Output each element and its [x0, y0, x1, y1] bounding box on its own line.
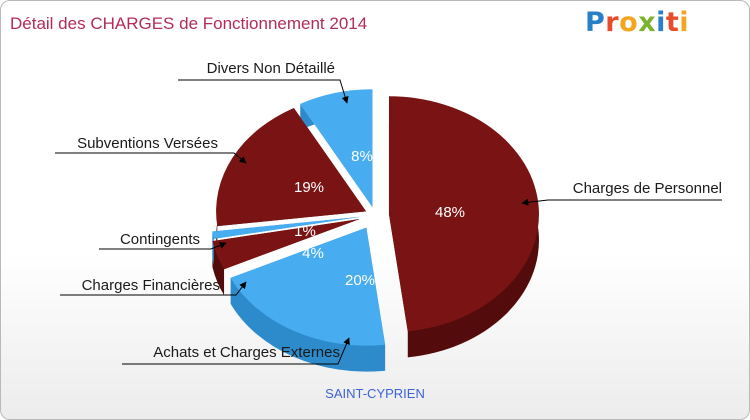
chart-title: Détail des CHARGES de Fonctionnement 201… — [10, 14, 368, 33]
pie-slice-achats-et-charges-externes — [230, 227, 386, 346]
slice-percent-label: 20% — [345, 272, 375, 289]
slice-category-label: Contingents — [120, 231, 200, 248]
callout-arrow — [99, 242, 227, 250]
pie-slice-subventions-vers-es — [216, 107, 367, 227]
pie-slice-contingents — [212, 216, 362, 239]
slice-percent-label: 4% — [302, 245, 324, 262]
slice-percent-label: 48% — [435, 204, 465, 221]
slice-category-label: Charges de Personnel — [573, 180, 722, 197]
slice-category-label: Subventions Versées — [77, 135, 218, 152]
slice-percent-label: 1% — [294, 223, 316, 240]
pie-slice-divers-non-d-taill- — [300, 89, 373, 208]
pie-slice-charges-de-personnel — [388, 96, 539, 332]
callout-arrow — [55, 152, 247, 164]
callout-arrow — [60, 281, 247, 296]
pie-slice-charges-financi-res — [212, 218, 360, 270]
slice-category-label: Divers Non Détaillé — [207, 60, 335, 77]
commune-label: SAINT-CYPRIEN — [325, 386, 425, 401]
slice-percent-label: 19% — [294, 179, 324, 196]
callout-arrow — [122, 337, 350, 365]
slice-category-label: Achats et Charges Externes — [153, 344, 340, 361]
slice-category-label: Charges Financières — [82, 277, 220, 294]
slice-percent-label: 8% — [351, 148, 373, 165]
proxiti-logo: Proxiti — [585, 7, 690, 38]
callout-arrow — [178, 79, 349, 104]
callout-arrow — [521, 198, 722, 206]
